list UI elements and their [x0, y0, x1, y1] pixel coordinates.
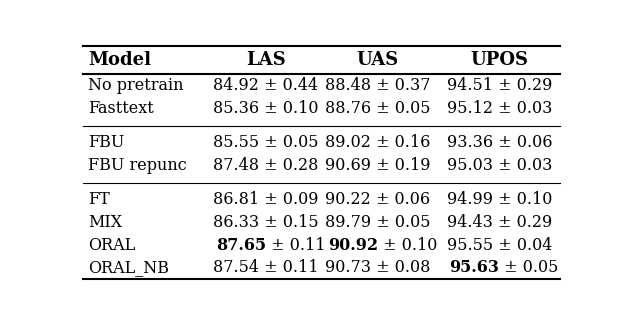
- Text: 93.36 ± 0.06: 93.36 ± 0.06: [447, 134, 552, 151]
- Text: 87.65: 87.65: [216, 237, 266, 254]
- Text: ± 0.11: ± 0.11: [266, 237, 325, 254]
- Text: ORAL: ORAL: [88, 237, 136, 254]
- Text: 95.63: 95.63: [450, 259, 499, 276]
- Text: 95.03 ± 0.03: 95.03 ± 0.03: [447, 157, 552, 174]
- Text: Model: Model: [88, 51, 151, 69]
- Text: 88.48 ± 0.37: 88.48 ± 0.37: [325, 77, 431, 94]
- Text: MIX: MIX: [88, 214, 122, 231]
- Text: 86.33 ± 0.15: 86.33 ± 0.15: [213, 214, 318, 231]
- Text: 89.79 ± 0.05: 89.79 ± 0.05: [325, 214, 431, 231]
- Text: No pretrain: No pretrain: [88, 77, 184, 94]
- Text: UPOS: UPOS: [470, 51, 529, 69]
- Text: 90.69 ± 0.19: 90.69 ± 0.19: [325, 157, 431, 174]
- Text: 94.43 ± 0.29: 94.43 ± 0.29: [447, 214, 552, 231]
- Text: 84.92 ± 0.44: 84.92 ± 0.44: [214, 77, 318, 94]
- Text: ± 0.05: ± 0.05: [499, 259, 559, 276]
- Text: 89.02 ± 0.16: 89.02 ± 0.16: [325, 134, 431, 151]
- Text: 88.76 ± 0.05: 88.76 ± 0.05: [325, 100, 431, 117]
- Text: 87.54 ± 0.11: 87.54 ± 0.11: [213, 259, 318, 276]
- Text: UAS: UAS: [357, 51, 399, 69]
- Text: 90.22 ± 0.06: 90.22 ± 0.06: [325, 191, 430, 208]
- Text: FT: FT: [88, 191, 110, 208]
- Text: 90.92: 90.92: [328, 237, 378, 254]
- Text: 95.55 ± 0.04: 95.55 ± 0.04: [447, 237, 552, 254]
- Text: 87.48 ± 0.28: 87.48 ± 0.28: [213, 157, 318, 174]
- Text: 85.55 ± 0.05: 85.55 ± 0.05: [213, 134, 318, 151]
- Text: 85.36 ± 0.10: 85.36 ± 0.10: [213, 100, 318, 117]
- Text: 95.12 ± 0.03: 95.12 ± 0.03: [447, 100, 552, 117]
- Text: Fasttext: Fasttext: [88, 100, 154, 117]
- Text: ORAL_NB: ORAL_NB: [88, 259, 169, 276]
- Text: 90.73 ± 0.08: 90.73 ± 0.08: [325, 259, 431, 276]
- Text: FBU: FBU: [88, 134, 124, 151]
- Text: 94.51 ± 0.29: 94.51 ± 0.29: [447, 77, 552, 94]
- Text: 94.99 ± 0.10: 94.99 ± 0.10: [447, 191, 552, 208]
- Text: LAS: LAS: [246, 51, 286, 69]
- Text: 86.81 ± 0.09: 86.81 ± 0.09: [213, 191, 318, 208]
- Text: FBU repunc: FBU repunc: [88, 157, 187, 174]
- Text: ± 0.10: ± 0.10: [378, 237, 437, 254]
